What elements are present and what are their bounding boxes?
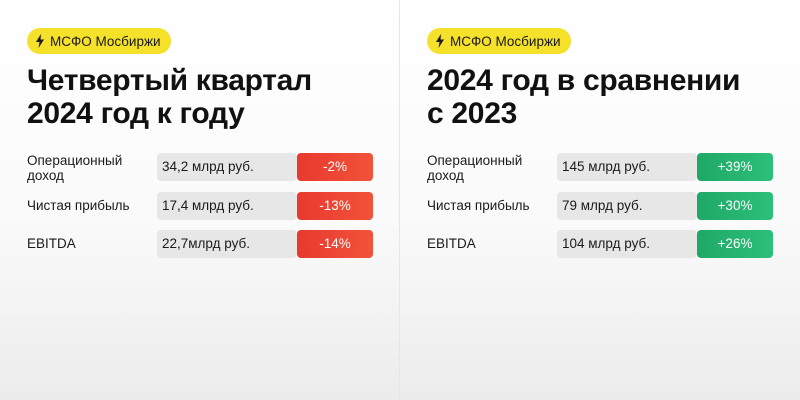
metric-row-net-profit: Чистая прибыль 79 млрд руб. +30% <box>400 192 800 220</box>
title-line: Четвертый квартал <box>27 64 312 97</box>
metric-change-badge: -13% <box>297 192 373 220</box>
metric-row-ebitda: EBITDA 104 млрд руб. +26% <box>400 230 800 258</box>
source-tag-label: МСФО Мосбиржи <box>450 33 561 49</box>
source-tag-label: МСФО Мосбиржи <box>50 33 161 49</box>
metric-label-line: Операционный <box>427 153 523 168</box>
title-line: с 2023 <box>427 97 517 130</box>
lightning-icon <box>435 34 445 48</box>
metric-row-operating-income: Операционный доход 145 млрд руб. +39% <box>400 153 800 183</box>
metric-change-badge: +39% <box>697 153 773 181</box>
left-panel: МСФО Мосбиржи Четвертый квартал 2024 год… <box>0 0 400 400</box>
metric-value: 34,2 млрд руб. <box>157 153 297 181</box>
metric-label: Чистая прибыль <box>427 198 530 213</box>
metric-row-operating-income: Операционный доход 34,2 млрд руб. -2% <box>0 153 400 183</box>
metric-label: Операционный доход <box>27 153 157 183</box>
metric-label-line: доход <box>427 168 464 183</box>
right-panel: МСФО Мосбиржи 2024 год в сравнении с 202… <box>400 0 800 400</box>
title-line: 2024 год к году <box>27 97 245 130</box>
metric-change-badge: +30% <box>697 192 773 220</box>
source-tag: МСФО Мосбиржи <box>27 28 171 54</box>
metric-label-line: Операционный <box>27 153 123 168</box>
metric-label: Чистая прибыль <box>27 198 130 213</box>
metric-row-net-profit: Чистая прибыль 17,4 млрд руб. -13% <box>0 192 400 220</box>
metric-value: 104 млрд руб. <box>557 230 697 258</box>
metric-value: 22,7млрд руб. <box>157 230 297 258</box>
metric-row-ebitda: EBITDA 22,7млрд руб. -14% <box>0 230 400 258</box>
panel-title: Четвертый квартал 2024 год к году <box>27 64 387 130</box>
source-tag: МСФО Мосбиржи <box>427 28 571 54</box>
metric-label-line: доход <box>27 168 64 183</box>
lightning-icon <box>35 34 45 48</box>
title-line: 2024 год в сравнении <box>427 64 741 97</box>
metric-value: 145 млрд руб. <box>557 153 697 181</box>
metric-change-badge: -2% <box>297 153 373 181</box>
metric-change-badge: +26% <box>697 230 773 258</box>
metric-label: Операционный доход <box>427 153 557 183</box>
metric-change-badge: -14% <box>297 230 373 258</box>
metric-label: EBITDA <box>427 236 476 251</box>
panel-title: 2024 год в сравнении с 2023 <box>427 64 787 130</box>
metric-value: 79 млрд руб. <box>557 192 697 220</box>
metric-label: EBITDA <box>27 236 76 251</box>
metric-value: 17,4 млрд руб. <box>157 192 297 220</box>
